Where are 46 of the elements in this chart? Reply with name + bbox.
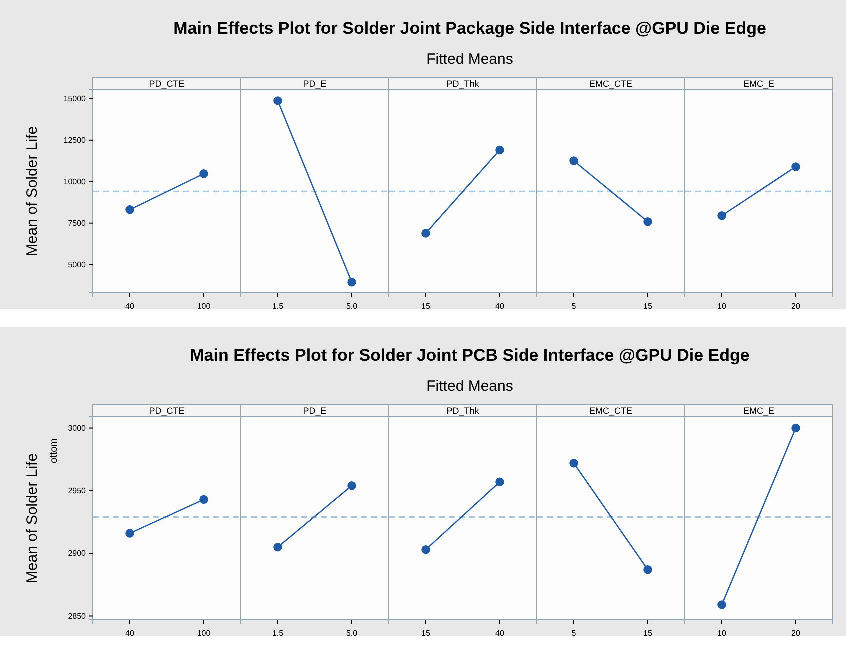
chart-title: EMC_CTE — [589, 406, 633, 416]
y-tick-label: 15000 — [64, 94, 87, 104]
chart-title: PD_CTE — [149, 406, 185, 416]
x-tick-label: 40 — [126, 628, 135, 638]
x-tick-label: 1.5 — [272, 302, 284, 311]
x-tick-label: 5 — [572, 302, 577, 311]
x-tick-label: 10 — [718, 628, 727, 638]
x-tick-label: 20 — [792, 302, 801, 311]
x-tick-label: 40 — [496, 628, 505, 638]
chart-title: PD_Thk — [446, 406, 480, 416]
x-tick-label: 1.5 — [272, 628, 284, 638]
chart-title: PD_CTE — [149, 79, 185, 89]
text: Main Effects Plot for Solder Joint Package Side Interface @GPU Die Edge — [174, 19, 766, 38]
text: Fitted Means — [426, 378, 514, 395]
chart-title: PD_E — [303, 406, 327, 416]
text: Fitted Means — [426, 51, 514, 68]
x-tick-label: 15 — [422, 628, 431, 638]
y-axis-title: Mean of Solder Life — [24, 453, 41, 584]
y-tick-label: 3000 — [68, 424, 87, 433]
chart-title: EMC_CTE — [589, 79, 633, 89]
chart-title: EMC_E — [743, 406, 775, 416]
text: ottom — [49, 438, 60, 464]
x-tick-label: 15 — [422, 302, 431, 311]
chart-title: PD_Thk — [446, 79, 480, 89]
x-tick-label: 15 — [644, 628, 653, 638]
x-tick-label: 100 — [197, 302, 212, 311]
x-tick-label: 5.0 — [346, 628, 358, 638]
x-tick-label: 15 — [644, 302, 653, 311]
chart-title: PD_E — [303, 79, 327, 89]
x-tick-label: 10 — [718, 302, 727, 311]
y-tick-label: 2850 — [68, 612, 87, 621]
text: Main Effects Plot for Solder Joint PCB Side Interface @GPU Die Edge — [190, 346, 750, 365]
x-tick-label: 20 — [792, 628, 801, 638]
y-tick-label: 10000 — [64, 177, 87, 186]
y-tick-label: 12500 — [64, 136, 87, 145]
x-tick-label: 40 — [496, 302, 505, 311]
x-tick-label: 40 — [126, 302, 135, 311]
x-tick-label: 5 — [572, 628, 577, 638]
y-tick-label: 2950 — [68, 486, 87, 496]
y-tick-label: 5000 — [68, 260, 87, 270]
chart-title: EMC_E — [743, 79, 775, 89]
y-axis-title: Mean of Solder Life — [24, 126, 41, 257]
x-tick-label: 100 — [197, 628, 212, 638]
y-tick-label: 7500 — [68, 218, 87, 228]
x-tick-label: 5.0 — [346, 302, 358, 311]
y-tick-label: 2900 — [68, 549, 87, 558]
